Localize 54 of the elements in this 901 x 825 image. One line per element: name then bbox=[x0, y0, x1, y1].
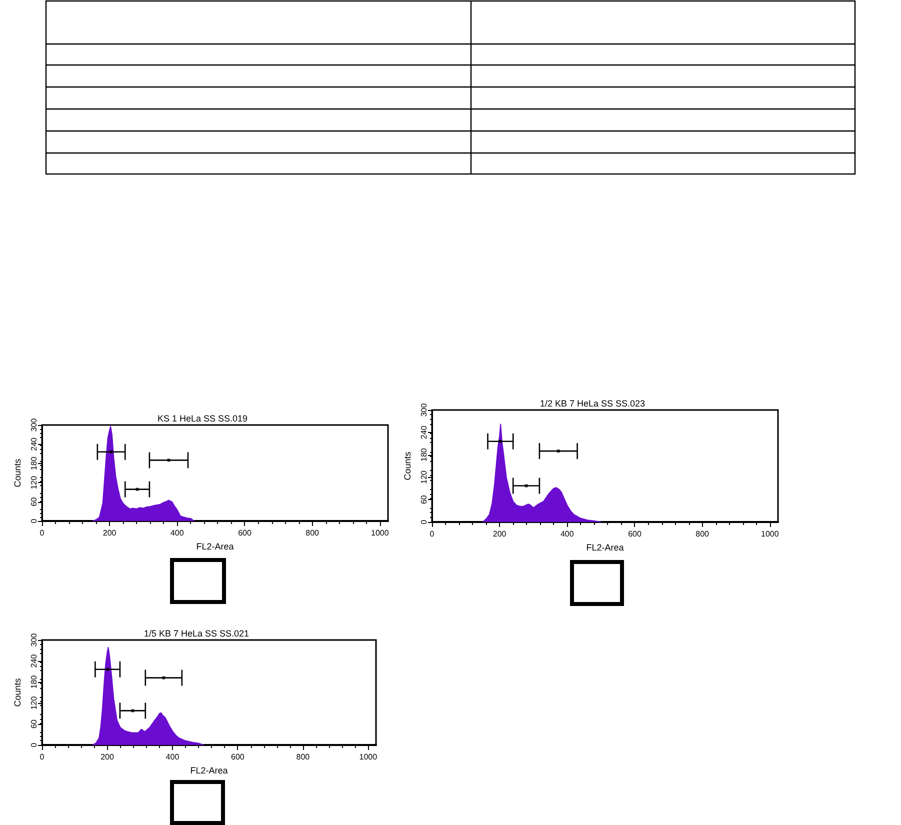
y-tick-label: 300 bbox=[30, 632, 38, 647]
y-axis-title: Counts bbox=[402, 451, 412, 480]
y-tick-label: 60 bbox=[420, 494, 428, 504]
x-tick-label: 600 bbox=[238, 528, 252, 538]
point bbox=[162, 676, 166, 680]
y-tick-label: 240 bbox=[30, 654, 38, 668]
point bbox=[131, 709, 134, 712]
x-tick-label: 200 bbox=[492, 530, 507, 538]
y-tick-label: 60 bbox=[30, 496, 38, 506]
x-tick-label: 200 bbox=[100, 752, 114, 762]
x-tick-label: 600 bbox=[628, 530, 642, 538]
x-tick-label: 0 bbox=[40, 752, 45, 762]
y-tick-label: 300 bbox=[420, 402, 428, 417]
x-axis-title: FL2-Area bbox=[196, 541, 234, 552]
x-tick-label: 1000 bbox=[359, 752, 378, 762]
y-tick-label: 0 bbox=[30, 518, 38, 524]
x-tick-label: 800 bbox=[296, 752, 310, 762]
x-tick-label: 0 bbox=[430, 530, 435, 538]
x-tick-label: 1000 bbox=[370, 528, 390, 538]
x-tick-label: 400 bbox=[560, 530, 574, 538]
point bbox=[110, 450, 113, 454]
x-tick-label: 0 bbox=[40, 528, 45, 538]
y-tick-label: 60 bbox=[30, 719, 38, 728]
chart-title: 1/5 KB 7 HeLa SS SS.021 bbox=[144, 628, 250, 638]
x-tick-label: 800 bbox=[696, 530, 710, 538]
point bbox=[106, 668, 110, 671]
x-tick-label: 400 bbox=[166, 752, 180, 762]
point bbox=[167, 458, 170, 462]
y-tick-label: 180 bbox=[30, 456, 38, 470]
y-tick-label: 240 bbox=[420, 425, 428, 440]
y-tick-label: 300 bbox=[30, 418, 38, 432]
point bbox=[524, 484, 528, 488]
y-tick-label: 240 bbox=[30, 436, 38, 451]
x-axis-title: FL2-Area bbox=[586, 542, 624, 552]
chart-title: KS 1 HeLa SS SS.019 bbox=[157, 414, 248, 424]
point bbox=[136, 488, 139, 491]
y-tick-label: 120 bbox=[30, 475, 38, 490]
x-tick-label: 600 bbox=[231, 752, 245, 762]
x-axis-title: FL2-Area bbox=[190, 765, 228, 776]
y-tick-label: 120 bbox=[30, 696, 38, 710]
x-tick-label: 800 bbox=[306, 528, 320, 538]
y-tick-label: 120 bbox=[420, 470, 428, 484]
x-tick-label: 400 bbox=[170, 528, 184, 538]
y-tick-label: 0 bbox=[30, 742, 38, 748]
point bbox=[556, 450, 560, 453]
y-tick-label: 180 bbox=[420, 448, 428, 462]
point bbox=[498, 440, 502, 443]
y-tick-label: 0 bbox=[420, 519, 428, 524]
x-tick-label: 1000 bbox=[760, 530, 780, 538]
x-tick-label: 200 bbox=[102, 528, 117, 538]
chart-title: 1/2 KB 7 HeLa SS SS.023 bbox=[540, 398, 646, 408]
y-axis-title: Counts bbox=[12, 678, 22, 707]
y-tick-label: 180 bbox=[30, 674, 38, 689]
y-axis-title: Counts bbox=[12, 458, 22, 488]
